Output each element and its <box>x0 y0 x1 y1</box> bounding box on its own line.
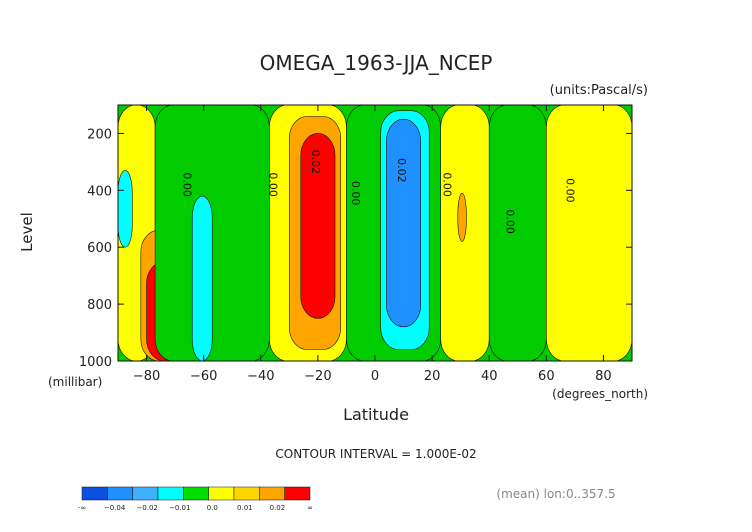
region--0.02 <box>300 133 336 319</box>
contour-label: 0.00 <box>441 172 454 197</box>
y-tick-label: 600 <box>87 241 112 256</box>
colorbar-tick-label: -∞ <box>78 504 86 512</box>
y-tick-label: 200 <box>87 127 112 142</box>
x-tick-label: −80 <box>133 369 160 384</box>
chart-title: OMEGA_1963-JJA_NCEP <box>260 51 493 75</box>
x-tick-label: −60 <box>190 369 217 384</box>
y-tick-label: 1000 <box>79 355 112 370</box>
axes: −80 −60 −40 −20 0 20 40 60 80 200 400 600 800 1000 <box>79 104 633 384</box>
region--0.02-to--0.01 <box>118 170 133 248</box>
y-unit-label: (millibar) <box>48 375 102 389</box>
contour-label: 0.00 <box>181 172 194 197</box>
contour-interval-text: CONTOUR INTERVAL = 1.000E-02 <box>275 447 476 461</box>
region-0.00-to-0.01 <box>546 105 632 361</box>
contour-labels: 0.00 0.00 0.02 0.00 0.02 0.00 0.00 0.00 <box>181 150 577 234</box>
colorbar-bin <box>183 486 209 501</box>
contour-label: 0.00 <box>503 209 516 234</box>
colorbar-tick-label: −0.02 <box>136 504 157 512</box>
colorbar-bin <box>157 486 184 501</box>
region--0.03-to--0.02 <box>386 118 421 328</box>
units-label: (units:Pascal/s) <box>550 83 648 98</box>
contour-label: 0.02 <box>395 158 408 183</box>
y-tick-label: 400 <box>87 184 112 199</box>
x-tick-label: 40 <box>481 369 498 384</box>
x-unit-label: (degrees_north) <box>552 387 648 401</box>
colorbar-bin <box>132 486 159 501</box>
x-tick-label: 0 <box>371 369 379 384</box>
contour-label: 0.02 <box>309 150 322 175</box>
colorbar-tick-label: 0.0 <box>207 504 218 512</box>
x-tick-label: 80 <box>595 369 612 384</box>
colorbar-bin <box>284 486 311 501</box>
colorbar-tick-label: 0.01 <box>237 504 253 512</box>
colorbar-bin <box>208 486 235 501</box>
colorbar-tick-label: −0.01 <box>169 504 190 512</box>
y-axis-label: Level <box>18 212 36 252</box>
colorbar: -∞ −0.04 −0.02 −0.01 0.0 0.01 0.02 ∞ <box>78 486 313 512</box>
contour-label: 0.00 <box>266 172 279 197</box>
x-tick-label: −40 <box>247 369 274 384</box>
x-tick-label: −20 <box>304 369 331 384</box>
colorbar-bin <box>233 486 260 501</box>
colorbar-bin <box>259 486 285 501</box>
plot-area <box>118 105 632 361</box>
colorbar-tick-label: ∞ <box>307 504 313 512</box>
footer-text: (mean) lon:0..357.5 <box>496 487 615 501</box>
region--0.01-to-0.00 <box>488 105 547 361</box>
region--0.02-to--0.01 <box>191 195 213 361</box>
region-0.01-to-0.02 <box>457 192 467 242</box>
contour-label: 0.00 <box>349 181 362 206</box>
contour-label: 0.00 <box>563 178 576 203</box>
y-tick-label: 800 <box>87 298 112 313</box>
colorbar-bin <box>107 486 133 501</box>
colorbar-bin <box>81 486 108 501</box>
colorbar-tick-label: 0.02 <box>270 504 286 512</box>
colorbar-tick-label: −0.04 <box>104 504 126 512</box>
x-tick-label: 20 <box>424 369 441 384</box>
x-tick-label: 60 <box>538 369 555 384</box>
x-axis-label: Latitude <box>343 405 409 424</box>
